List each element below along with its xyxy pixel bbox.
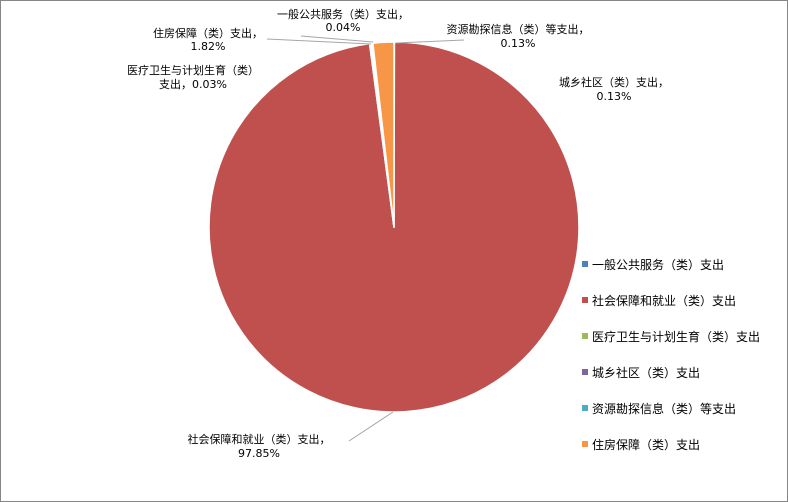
legend-swatch-3: [582, 369, 588, 375]
data-label-name-0: 一般公共服务（类）支出，: [277, 7, 409, 21]
data-label-name-2: 医疗卫生与计划生育（类）: [127, 63, 259, 77]
leader-line-1: [348, 411, 394, 442]
data-label-name-5: 住房保障（类）支出，: [153, 26, 263, 40]
legend-swatch-0: [582, 261, 588, 267]
data-label-value-1: 97.85%: [238, 447, 280, 460]
legend-label-5: 住房保障（类）支出: [592, 437, 700, 452]
data-label-value-3: 0.13%: [597, 90, 632, 103]
data-label-name-3: 城乡社区（类）支出，: [559, 75, 669, 89]
leader-line-4: [395, 39, 465, 44]
legend-label-2: 医疗卫生与计划生育（类）支出: [592, 329, 760, 344]
legend-swatch-4: [582, 405, 588, 411]
pie-slice-5: [372, 41, 395, 228]
data-label-value-0: 0.04%: [326, 21, 361, 34]
data-label-value-5: 1.82%: [191, 40, 226, 53]
data-label-name-1: 社会保障和就业（类）支出，: [188, 432, 331, 446]
legend-swatch-2: [582, 333, 588, 339]
data-label-value-2: 支出，0.03%: [159, 77, 227, 91]
pie-slice-1: [208, 41, 580, 413]
legend-label-1: 社会保障和就业（类）支出: [592, 293, 736, 308]
legend-swatch-1: [582, 297, 588, 303]
legend-label-4: 资源勘探信息（类）等支出: [592, 401, 736, 416]
legend-label-3: 城乡社区（类）支出: [592, 365, 700, 380]
legend-swatch-5: [582, 441, 588, 447]
leader-line-5: [266, 38, 372, 45]
legend-label-0: 一般公共服务（类）支出: [592, 257, 724, 272]
data-label-value-4: 0.13%: [501, 37, 536, 50]
data-label-name-4: 资源勘探信息（类）等支出，: [447, 22, 590, 36]
leader-line-0: [300, 35, 374, 43]
